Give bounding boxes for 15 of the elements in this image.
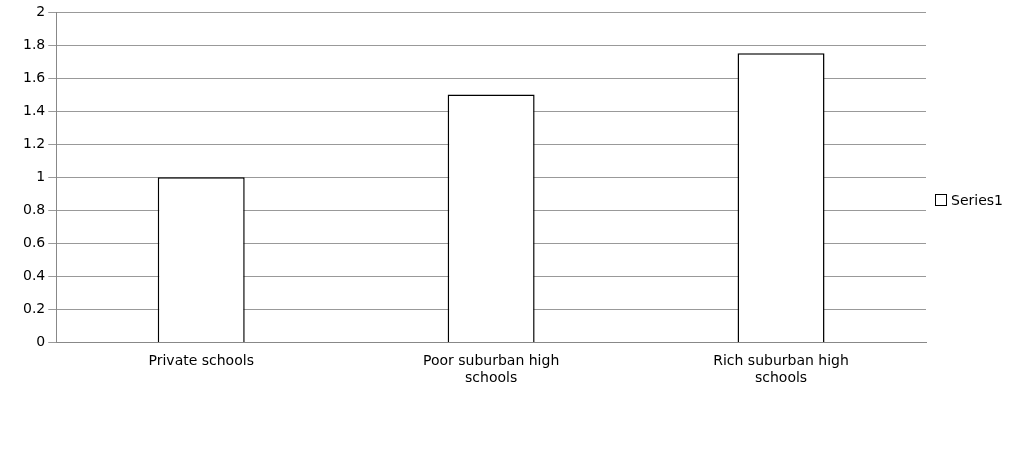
x-tick-label: Poor suburban high schools — [422, 352, 560, 386]
y-tick-label: 0.4 — [23, 266, 46, 283]
text: Series1 — [951, 192, 1003, 208]
y-tick-label: 1 — [36, 167, 46, 184]
y-tick-label: 1.2 — [23, 134, 46, 151]
y-tick-label: 0.2 — [23, 300, 46, 316]
y-tick-label: 1.6 — [23, 68, 46, 85]
y-tick-label: 1.8 — [23, 35, 46, 52]
x-tick-label: Private schools — [148, 352, 254, 369]
y-tick-label: 0 — [36, 333, 46, 350]
y-tick-label: 1.4 — [23, 101, 46, 118]
y-tick-label: 0.8 — [23, 200, 46, 217]
x-tick-label: Rich suburban high schools — [713, 352, 849, 386]
y-tick-label: 0.6 — [23, 233, 46, 250]
y-tick-label: 2 — [36, 2, 46, 19]
